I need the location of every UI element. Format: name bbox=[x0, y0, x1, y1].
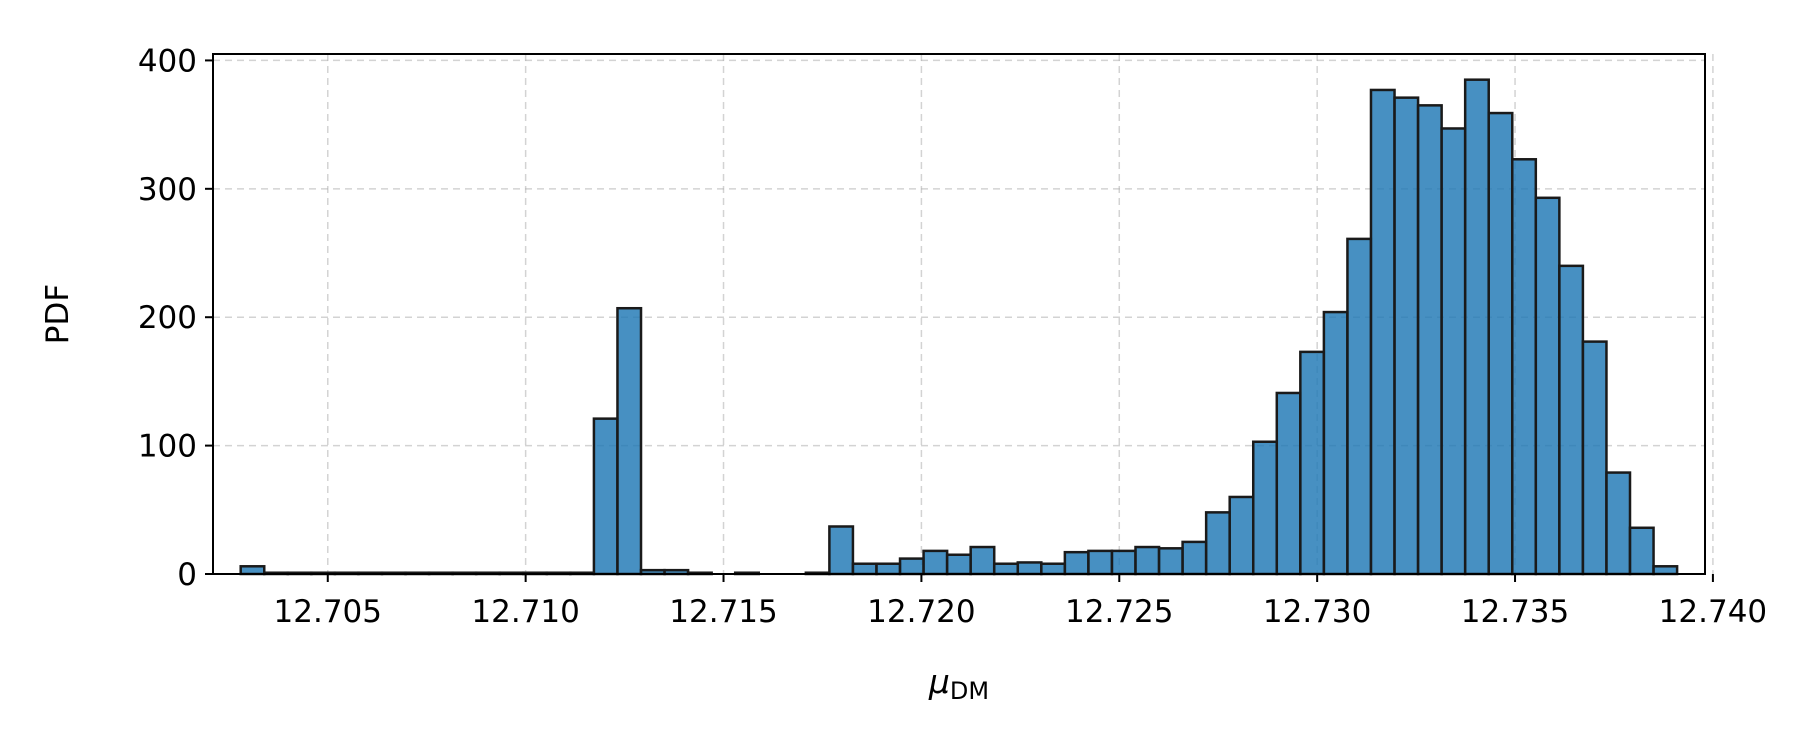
histogram-bar-26 bbox=[851, 562, 878, 576]
histogram-bar-54 bbox=[1511, 158, 1538, 576]
histogram-bar-29 bbox=[922, 549, 949, 576]
histogram-bar-40 bbox=[1181, 540, 1208, 576]
x-tick-label-0: 12.705 bbox=[274, 594, 382, 630]
histogram-bar-60 bbox=[1652, 565, 1679, 576]
histogram-bar-49 bbox=[1393, 96, 1420, 576]
histogram-bars bbox=[239, 78, 1679, 576]
histogram-bar-25 bbox=[828, 525, 855, 576]
y-axis-ticks: 0 100 200 300 400 bbox=[138, 43, 213, 593]
histogram-bar-42 bbox=[1228, 495, 1255, 576]
x-tick-label-3: 12.720 bbox=[867, 594, 975, 630]
histogram-bar-59 bbox=[1628, 526, 1655, 576]
histogram-bar-39 bbox=[1157, 547, 1184, 576]
histogram-bar-38 bbox=[1134, 545, 1161, 576]
histogram-bar-35 bbox=[1063, 550, 1090, 576]
histogram-bar-58 bbox=[1605, 471, 1632, 576]
histogram-bar-37 bbox=[1110, 549, 1137, 576]
y-tick-label-1: 100 bbox=[138, 429, 197, 465]
histogram-bar-28 bbox=[898, 557, 925, 576]
x-tick-label-1: 12.710 bbox=[471, 594, 579, 630]
y-tick-label-2: 200 bbox=[138, 300, 197, 336]
x-tick-label-7: 12.740 bbox=[1659, 594, 1767, 630]
histogram-bar-46 bbox=[1322, 310, 1349, 576]
histogram-bar-50 bbox=[1416, 104, 1443, 576]
histogram-bar-43 bbox=[1251, 440, 1279, 576]
histogram-bar-16 bbox=[616, 306, 643, 576]
histogram-bar-45 bbox=[1299, 350, 1326, 576]
x-tick-label-6: 12.735 bbox=[1461, 594, 1569, 630]
x-tick-label-4: 12.725 bbox=[1065, 594, 1173, 630]
histogram-bar-27 bbox=[875, 562, 902, 576]
histogram-bar-47 bbox=[1346, 237, 1373, 576]
histogram-bar-32 bbox=[992, 562, 1020, 576]
histogram-bar-0 bbox=[239, 565, 266, 576]
histogram-bar-31 bbox=[969, 545, 996, 576]
histogram-bar-48 bbox=[1369, 88, 1396, 576]
histogram-bar-52 bbox=[1463, 78, 1490, 576]
x-axis-label-main: μ bbox=[928, 662, 950, 701]
histogram-bar-55 bbox=[1534, 196, 1561, 576]
histogram-bar-15 bbox=[592, 417, 619, 576]
y-tick-label-0: 0 bbox=[177, 557, 197, 593]
x-axis-ticks: 12.705 12.710 12.715 12.720 12.725 12.730 12.7… bbox=[274, 574, 1767, 630]
x-tick-label-5: 12.730 bbox=[1263, 594, 1371, 630]
histogram-bar-30 bbox=[945, 553, 972, 576]
histogram-bar-41 bbox=[1204, 511, 1231, 576]
histogram-bar-56 bbox=[1558, 264, 1585, 576]
histogram-bar-33 bbox=[1016, 561, 1043, 576]
x-axis-label-subscript: DM bbox=[950, 677, 989, 705]
histogram-bar-34 bbox=[1040, 562, 1067, 576]
x-tick-label-2: 12.715 bbox=[669, 594, 777, 630]
histogram-bar-53 bbox=[1487, 111, 1514, 576]
y-axis-label: PDF bbox=[40, 284, 76, 344]
histogram-bar-51 bbox=[1440, 127, 1467, 576]
plot-frame bbox=[212, 53, 1706, 575]
x-axis-label: μDM bbox=[928, 662, 989, 705]
histogram-bar-57 bbox=[1581, 340, 1608, 576]
histogram-bar-44 bbox=[1275, 391, 1302, 576]
histogram-bar-36 bbox=[1087, 549, 1114, 576]
y-tick-label-4: 400 bbox=[138, 43, 197, 79]
y-tick-label-3: 300 bbox=[138, 172, 197, 208]
